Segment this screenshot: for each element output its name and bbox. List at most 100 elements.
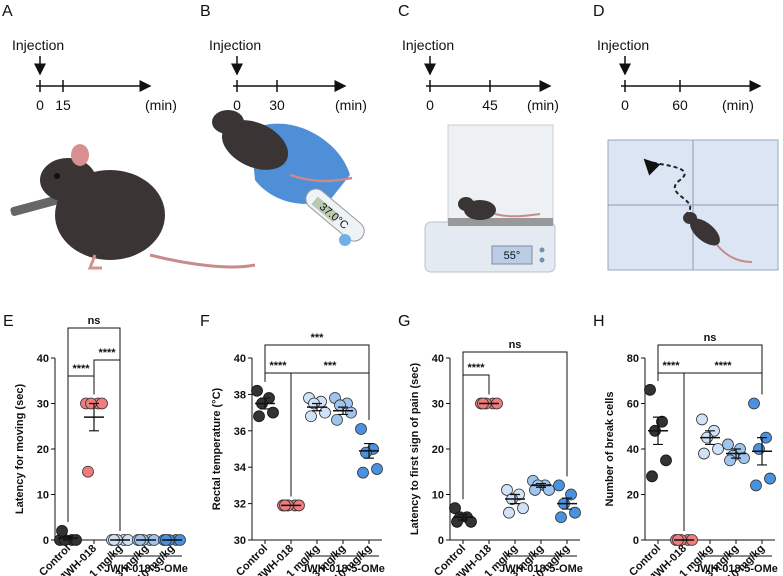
panel-letter: A <box>2 3 13 20</box>
sem-bar <box>364 442 374 459</box>
data-point <box>644 383 656 396</box>
y-tick-label: 60 <box>627 399 639 411</box>
y-axis-label: Rectal temperature (°C) <box>211 387 223 510</box>
data-point <box>553 479 565 492</box>
y-tick-label: 40 <box>627 444 639 456</box>
y-tick-label: 80 <box>627 353 639 365</box>
illustration-d <box>607 139 779 271</box>
y-tick-label: 32 <box>234 499 246 511</box>
group-label: JWH-018-5-OMe <box>104 563 188 575</box>
data-point <box>449 502 461 515</box>
significance-label: **** <box>662 360 680 372</box>
y-axis-label: Number of break cells <box>604 392 616 507</box>
data-point <box>345 406 357 419</box>
data-point <box>660 454 672 467</box>
y-tick-label: 0 <box>438 535 444 547</box>
timeline-label: 15 <box>55 97 71 113</box>
data-point <box>360 446 372 459</box>
timeline-unit: (min) <box>527 97 559 113</box>
timeline-label: 0 <box>36 97 44 113</box>
y-tick-label: 10 <box>37 490 49 502</box>
data-point <box>764 472 776 485</box>
data-point <box>319 406 331 419</box>
plate-display: 55° <box>504 250 521 262</box>
data-point <box>56 525 68 537</box>
group-label: JWH-018-5-OMe <box>499 563 583 575</box>
data-point <box>656 415 668 428</box>
data-point <box>722 438 734 451</box>
sem-bar <box>731 448 741 459</box>
data-point <box>753 443 765 455</box>
significance-bracket <box>462 351 568 500</box>
data-point <box>355 423 367 435</box>
event-label: Injection <box>597 37 649 53</box>
significance-bracket <box>264 372 292 497</box>
y-tick-label: 20 <box>432 444 444 456</box>
sem-bar <box>757 437 767 466</box>
significance-bracket <box>462 374 490 500</box>
sem-bar <box>312 402 322 412</box>
significance-label: *** <box>324 360 338 372</box>
y-tick-label: 30 <box>234 535 246 547</box>
significance-label: ns <box>704 332 717 344</box>
data-point <box>517 502 529 515</box>
panel-letter: E <box>3 313 14 330</box>
sem-bar <box>562 497 572 510</box>
data-point <box>696 413 708 426</box>
y-tick-label: 0 <box>43 535 49 547</box>
data-point <box>371 463 383 475</box>
y-tick-label: 20 <box>37 444 49 456</box>
timeline-label: 0 <box>426 97 434 113</box>
data-point <box>451 515 463 528</box>
timeline-label: 0 <box>233 97 241 113</box>
y-tick-label: 0 <box>633 535 639 547</box>
significance-label: **** <box>269 360 287 372</box>
y-tick-label: 36 <box>234 426 246 438</box>
data-point <box>748 397 760 410</box>
panel-letter: H <box>593 313 605 330</box>
panel-letter: B <box>200 3 211 20</box>
sem-bar <box>338 406 348 416</box>
data-point <box>253 410 265 423</box>
group-label: JWH-018-5-OMe <box>301 563 385 575</box>
data-point <box>501 484 513 496</box>
sem-bar <box>653 416 663 446</box>
significance-bracket <box>657 344 763 395</box>
event-label: Injection <box>209 37 261 53</box>
timeline-label: 0 <box>621 97 629 113</box>
data-point <box>565 488 577 501</box>
significance-label: **** <box>467 362 485 374</box>
data-point <box>712 443 724 455</box>
illustration-c: 55° <box>424 124 556 273</box>
panel-letter: F <box>200 313 210 330</box>
sem-bar <box>510 493 520 505</box>
timeline-label: 30 <box>269 97 285 113</box>
data-point <box>82 465 94 478</box>
y-tick-label: 40 <box>37 353 49 365</box>
significance-label: *** <box>311 332 325 344</box>
sem-bar <box>536 482 546 488</box>
significance-label: ns <box>509 339 522 351</box>
data-point <box>334 399 346 412</box>
significance-label: **** <box>98 347 116 359</box>
timeline-label: 60 <box>672 97 688 113</box>
data-point <box>543 484 555 496</box>
panel-letter: G <box>398 313 410 330</box>
panel-letter: D <box>593 3 605 20</box>
significance-label: **** <box>714 360 732 372</box>
sem-bar <box>458 513 468 521</box>
significance-bracket <box>264 344 370 420</box>
significance-bracket <box>67 327 121 531</box>
illustration-b: 37.0°C <box>212 110 365 246</box>
y-tick-label: 40 <box>432 353 444 365</box>
significance-bracket <box>93 359 121 531</box>
data-point <box>331 413 343 426</box>
y-axis-label: Latency for moving (sec) <box>14 384 26 515</box>
y-tick-label: 30 <box>37 399 49 411</box>
y-tick-label: 30 <box>432 399 444 411</box>
event-label: Injection <box>12 37 64 53</box>
y-tick-label: 10 <box>432 490 444 502</box>
timeline-unit: (min) <box>335 97 367 113</box>
illustration-a <box>10 144 256 270</box>
